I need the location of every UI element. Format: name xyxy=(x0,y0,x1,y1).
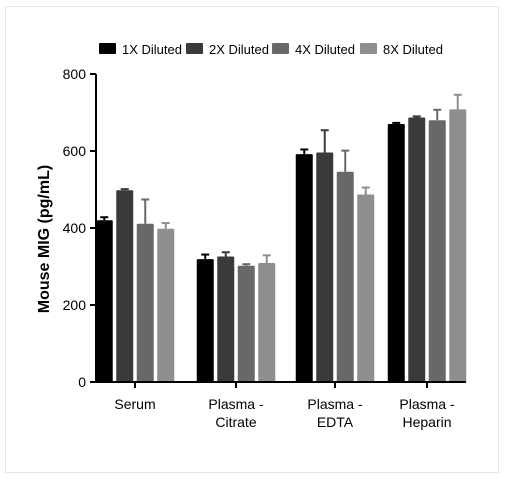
legend-swatch xyxy=(272,43,289,54)
legend-swatch xyxy=(360,43,377,54)
x-tick-label: Plasma - EDTA xyxy=(307,396,363,430)
bar xyxy=(428,120,446,382)
x-tick-label-line: Serum xyxy=(114,396,155,412)
bar xyxy=(295,154,313,382)
bar xyxy=(336,171,354,382)
bar xyxy=(136,223,154,382)
bar xyxy=(316,152,334,382)
bar-chart: 1X Diluted 2X Diluted 4X Diluted 8X Diluted… xyxy=(36,42,467,430)
bar xyxy=(157,228,175,382)
bar xyxy=(387,124,405,383)
legend-label: 8X Diluted xyxy=(383,42,443,57)
x-tick-label-line: Plasma - xyxy=(208,396,264,412)
y-tick-label: 200 xyxy=(63,297,87,313)
y-tick-label: 400 xyxy=(63,220,87,236)
y-tick-label: 0 xyxy=(78,374,86,390)
x-tick-label-line: Plasma - xyxy=(399,396,455,412)
y-tick-label: 800 xyxy=(63,66,87,82)
bar xyxy=(217,256,235,382)
bars xyxy=(95,93,467,383)
legend-label: 1X Diluted xyxy=(122,42,182,57)
legend-label: 4X Diluted xyxy=(295,42,355,57)
bar xyxy=(258,263,276,382)
legend: 1X Diluted 2X Diluted 4X Diluted 8X Diluted xyxy=(99,42,443,57)
legend-label: 2X Diluted xyxy=(209,42,269,57)
x-tick-label-line: Heparin xyxy=(402,414,451,430)
legend-swatch xyxy=(186,43,203,54)
bar xyxy=(95,220,113,382)
y-tick-label: 600 xyxy=(63,143,87,159)
bar xyxy=(449,109,467,383)
bar xyxy=(196,259,214,382)
x-tick-label-line: Citrate xyxy=(215,414,256,430)
chart-frame: 1X Diluted 2X Diluted 4X Diluted 8X Diluted… xyxy=(5,6,499,473)
legend-swatch xyxy=(99,43,116,54)
bar xyxy=(357,194,375,382)
x-tick-label: Serum xyxy=(114,396,155,412)
x-tick-label-line: Plasma - xyxy=(307,396,363,412)
bar xyxy=(237,265,255,382)
x-tick-label: Plasma - Heparin xyxy=(399,396,455,430)
x-tick-label: Plasma - Citrate xyxy=(208,396,264,430)
x-tick-label-line: EDTA xyxy=(317,414,354,430)
bar xyxy=(408,117,426,382)
bar xyxy=(116,190,134,382)
y-axis-label: Mouse MIG (pg/mL) xyxy=(36,165,53,313)
